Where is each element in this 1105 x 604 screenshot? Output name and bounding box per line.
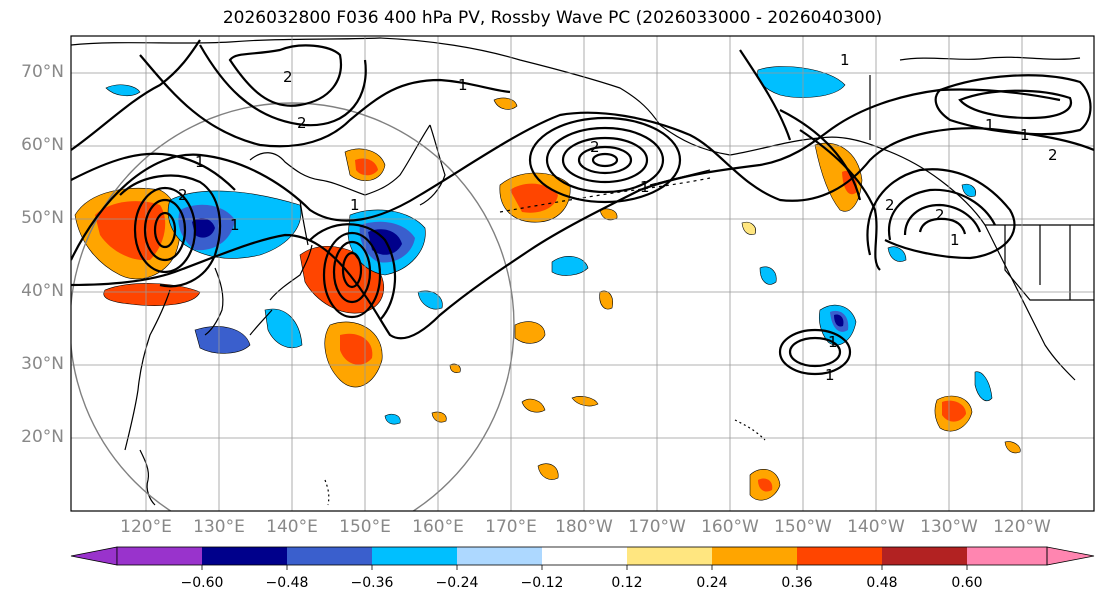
positive-anomaly-blob xyxy=(449,363,461,373)
negative-anomaly-blob xyxy=(551,256,589,276)
map-border xyxy=(70,35,1095,512)
positive-anomaly-blob xyxy=(599,290,613,310)
lon-label: 140°W xyxy=(847,517,905,537)
lat-label-40n: 40°N xyxy=(21,281,64,301)
contour-label: 2 xyxy=(1048,146,1058,164)
map-panel xyxy=(71,36,1094,511)
positive-anomaly-blob xyxy=(514,321,546,344)
colorbar-extend-low xyxy=(70,546,118,566)
contour-label: 1 xyxy=(840,51,850,69)
colorbar-segment xyxy=(797,547,882,565)
pv-contours xyxy=(71,39,1094,376)
positive-anomaly-blob xyxy=(1004,441,1021,454)
lon-label: 160°W xyxy=(701,517,759,537)
lon-label: 150°W xyxy=(774,517,832,537)
colorbar-segment xyxy=(967,547,1047,565)
positive-anomaly-blob xyxy=(814,142,863,212)
negative-anomaly-blob xyxy=(759,266,777,285)
colorbar-segment xyxy=(202,547,287,565)
colorbar-segment xyxy=(372,547,457,565)
colorbar-extend-high xyxy=(1046,546,1095,566)
rossby-wave-region-circle xyxy=(71,102,515,511)
lat-label-60n: 60°N xyxy=(21,135,64,155)
contour-label: 1 xyxy=(458,76,468,94)
lat-label-50n: 50°N xyxy=(21,208,64,228)
colorbar-tick-label: −0.36 xyxy=(350,575,394,591)
contour-label: 2 xyxy=(885,196,895,214)
positive-anomaly-blob xyxy=(431,411,447,423)
contour-label: 2 xyxy=(283,68,293,86)
negative-anomaly-blob xyxy=(961,183,976,197)
colorbar-segment xyxy=(542,547,627,565)
colorbar xyxy=(70,546,1095,570)
colorbar-segment xyxy=(287,547,372,565)
colorbar-tick-label: 0.48 xyxy=(866,575,898,591)
graticule xyxy=(71,36,1094,511)
colorbar-segment xyxy=(627,547,712,565)
contour-label: 2 xyxy=(935,206,945,224)
lon-label: 120°E xyxy=(120,517,172,537)
lat-label-30n: 30°N xyxy=(21,354,64,374)
negative-anomaly-blob xyxy=(194,326,251,354)
positive-anomaly-blob xyxy=(521,398,546,413)
contour-label: 1 xyxy=(950,231,960,249)
lon-label: 160°E xyxy=(412,517,464,537)
negative-anomaly-blob xyxy=(105,84,141,97)
lon-label: 180°W xyxy=(555,517,613,537)
negative-anomaly-blob xyxy=(417,290,443,310)
negative-anomaly-blob xyxy=(192,218,215,238)
colorbar-tick-label: 0.60 xyxy=(951,575,983,591)
colorbar-segment xyxy=(117,547,202,565)
contour-label: 1 xyxy=(640,178,650,196)
lon-label: 170°E xyxy=(485,517,537,537)
colorbar-segment xyxy=(457,547,542,565)
positive-anomaly-blob xyxy=(537,463,559,480)
positive-anomaly-blob xyxy=(758,478,773,492)
colorbar-segment xyxy=(712,547,797,565)
positive-anomaly-blob xyxy=(741,221,756,235)
colorbar-tick-label: −0.24 xyxy=(435,575,479,591)
contour-label: 2 xyxy=(590,138,600,156)
colorbar-tick-label: 0.36 xyxy=(781,575,813,591)
lat-label-20n: 20°N xyxy=(21,427,64,447)
contour-labels: 1 2 2 1 1 2 1 2 1 1 1 2 1 1 1 2 2 1 xyxy=(178,51,1058,384)
positive-anomaly-blob xyxy=(510,183,558,213)
colorbar-tick-label: 0.12 xyxy=(611,575,643,591)
positive-anomaly-blob xyxy=(355,158,378,176)
negative-anomaly-blob xyxy=(974,371,993,402)
contour-label: 2 xyxy=(297,114,307,132)
lon-label: 130°E xyxy=(193,517,245,537)
colorbar-tick-label: −0.48 xyxy=(265,575,309,591)
contour-label: 1 xyxy=(195,153,205,171)
lon-label: 130°W xyxy=(920,517,978,537)
colorbar-segment xyxy=(882,547,967,565)
contour-label: 1 xyxy=(230,216,240,234)
negative-anomaly-blob xyxy=(384,413,401,425)
lon-label: 120°W xyxy=(993,517,1051,537)
negative-anomaly-blob xyxy=(834,314,844,327)
positive-anomaly-blob xyxy=(103,283,201,306)
lon-label: 150°E xyxy=(339,517,391,537)
colorbar-tick-label: −0.12 xyxy=(520,575,564,591)
contour-label: 1 xyxy=(985,116,995,134)
contour-label: 1 xyxy=(350,196,360,214)
contour-label: 1 xyxy=(825,366,835,384)
colorbar-tick-label: 0.24 xyxy=(696,575,728,591)
contour-label: 1 xyxy=(828,333,838,351)
contour-label: 2 xyxy=(178,186,188,204)
lon-label: 170°W xyxy=(628,517,686,537)
lat-label-70n: 70°N xyxy=(21,62,64,82)
positive-anomaly-blob xyxy=(340,333,373,365)
negative-anomaly-blob xyxy=(264,308,303,349)
colorbar-tick-label: −0.60 xyxy=(180,575,224,591)
positive-anomaly-blob xyxy=(942,400,966,422)
negative-anomaly-blob xyxy=(887,246,907,262)
positive-anomaly-blob xyxy=(599,208,618,221)
positive-anomaly-blob xyxy=(571,396,599,407)
contour-label: 1 xyxy=(1020,126,1030,144)
map-title: 2026032800 F036 400 hPa PV, Rossby Wave … xyxy=(222,8,883,28)
lon-label: 140°E xyxy=(266,517,318,537)
